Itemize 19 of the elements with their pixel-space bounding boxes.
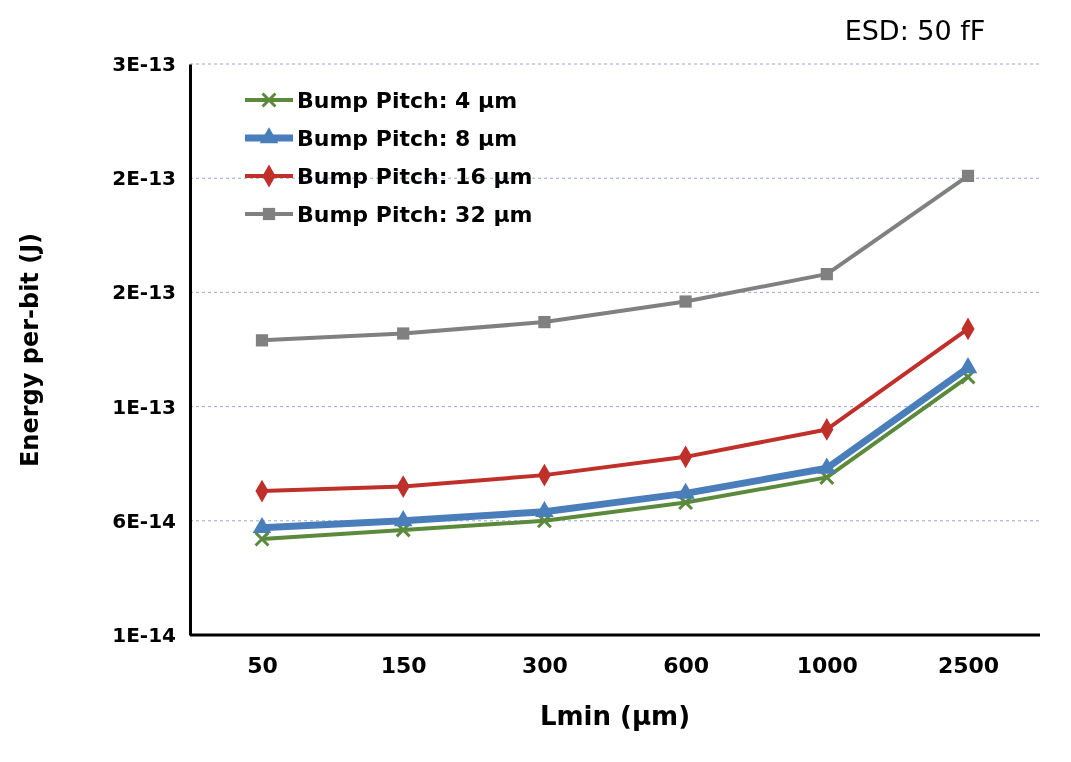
y-tick-label: 2E-13: [112, 166, 176, 191]
legend-label: Bump Pitch: 32 µm: [297, 202, 533, 227]
chart-title: ESD: 50 fF: [844, 15, 986, 46]
x-tick-label: 150: [380, 652, 427, 678]
y-tick-label: 1E-13: [112, 394, 176, 419]
x-tick-label: 50: [247, 652, 278, 678]
y-tick-label: 1E-14: [112, 622, 176, 647]
x-axis-title: Lmin (µm): [539, 701, 691, 731]
y-tick-label: 6E-14: [112, 508, 176, 533]
x-tick-label: 600: [663, 652, 710, 678]
legend-label: Bump Pitch: 16 µm: [297, 164, 533, 189]
y-axis-title: Energy per-bit (J): [16, 232, 44, 468]
x-tick-label: 2500: [937, 652, 1000, 678]
x-tick-label: 300: [521, 652, 568, 678]
legend-label: Bump Pitch: 4 µm: [297, 88, 518, 113]
x-tick-label: 1000: [796, 652, 858, 678]
y-tick-label: 2E-13: [112, 280, 176, 305]
legend-label: Bump Pitch: 8 µm: [297, 126, 518, 151]
y-tick-label: 3E-13: [112, 51, 176, 76]
